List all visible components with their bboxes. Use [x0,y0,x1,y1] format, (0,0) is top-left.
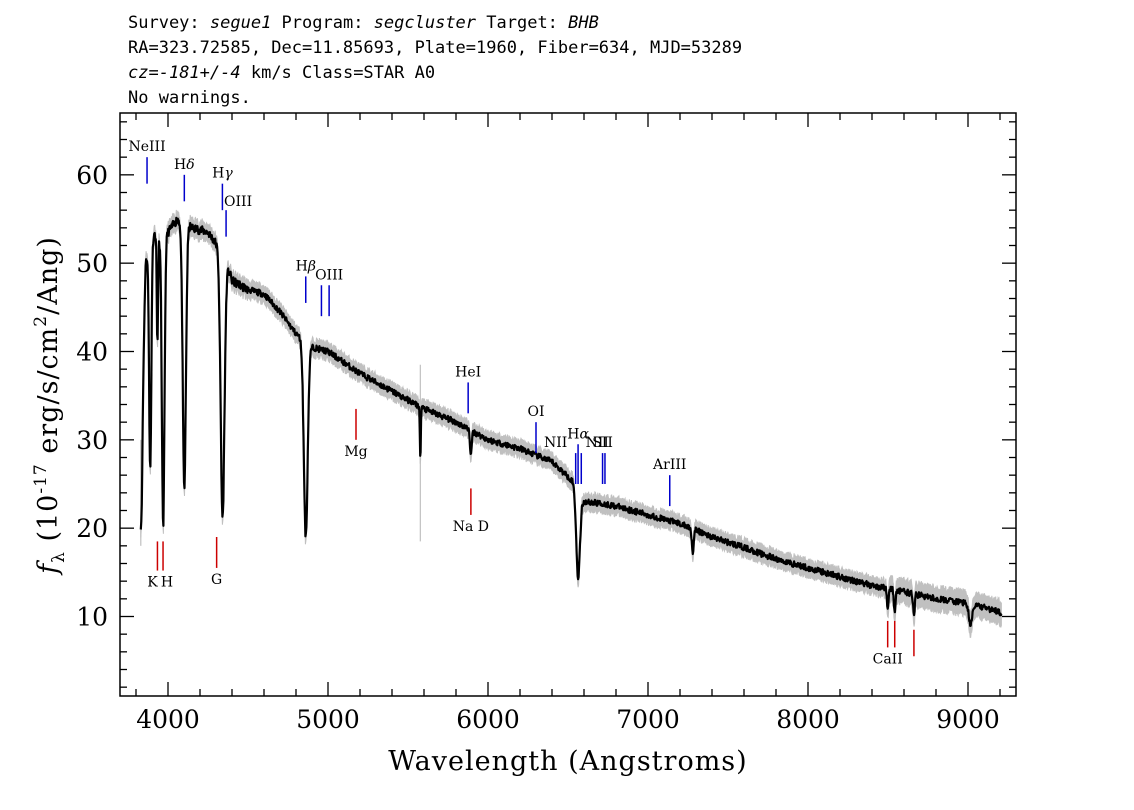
error-band [140,209,1002,638]
y-tick-label: 30 [76,426,108,455]
x-tick-label: 5000 [296,705,360,734]
marker-label: OIII [224,194,252,210]
flux-series [139,216,1003,627]
marker-label: NII [586,435,609,451]
header-line-4: No warnings. [128,88,251,108]
marker-label: K [147,575,158,591]
marker-label: G [211,572,222,588]
header-line-2: RA=323.72585, Dec=11.85693, Plate=1960, … [128,38,742,58]
x-tick-label: 7000 [616,705,680,734]
marker-label: HeI [455,364,481,380]
header-line-3: cz=-181+/-4 km/s Class=STAR A0 [128,63,435,83]
marker-label: Hα [567,426,589,442]
marker-label: SII [592,435,613,451]
y-tick-label: 60 [76,161,108,190]
y-tick-label: 40 [76,338,108,367]
marker-label: ArIII [652,457,686,473]
x-axis-title: Wavelength (Angstroms) [388,746,747,777]
marker-label: Na D [453,519,489,535]
y-tick-labels: 10 20 30 40 50 60 [76,161,108,632]
y-tick-label: 20 [76,514,108,543]
header-line-1: Survey: segue1 Program: segcluster Targe… [128,13,599,33]
y-axis-title: fλ (10-17 erg/s/cm2/Ang) [31,236,69,576]
x-tick-label: 9000 [936,705,1000,734]
x-tick-label: 8000 [776,705,840,734]
marker-label: CaII [873,651,903,667]
plot-frame [119,112,1017,697]
marker-label: OI [527,404,544,420]
x-tick-labels: 4000 5000 6000 7000 8000 9000 [136,705,1000,734]
marker-label: H [161,575,173,591]
y-tick-label: 10 [76,603,108,632]
error-band-area [140,209,1002,638]
x-tick-label: 6000 [456,705,520,734]
marker-label: NeIII [128,139,165,155]
marker-label: NII [544,435,567,451]
marker-label: Hδ [174,157,195,173]
flux-line [139,216,1003,627]
x-tick-label: 4000 [136,705,200,734]
marker-label: Mg [344,444,367,460]
marker-label: Hβ [296,258,316,274]
y-tick-label: 50 [76,249,108,278]
marker-label: Hγ [212,166,233,182]
axis-ticks [120,113,1016,696]
marker-label: OIII [315,267,343,283]
